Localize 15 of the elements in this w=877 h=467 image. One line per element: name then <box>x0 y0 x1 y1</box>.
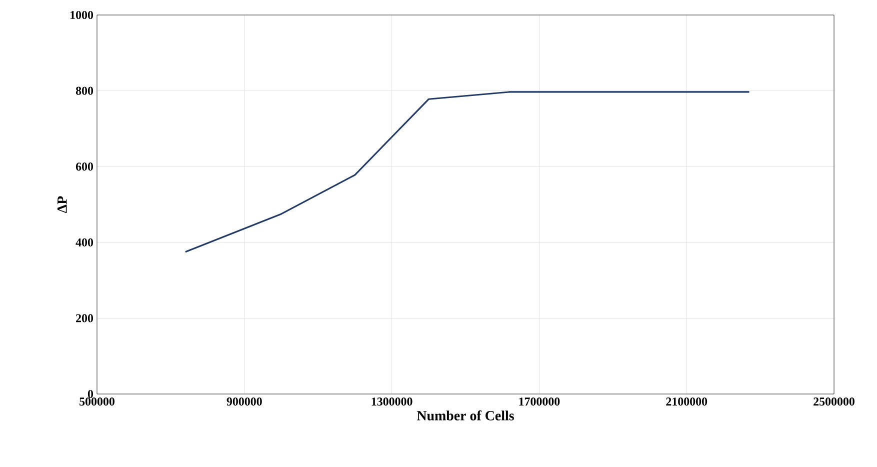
x-tick-label: 1300000 <box>372 398 412 406</box>
x-tick-label: 2100000 <box>666 398 708 406</box>
x-tick-label: 1700000 <box>519 398 560 406</box>
y-tick-label: 800 <box>76 86 94 95</box>
x-tick-label: 2500000 <box>814 398 854 406</box>
y-axis-title: ΔP <box>57 196 67 213</box>
line-series <box>184 91 750 253</box>
y-tick-label: 0 <box>88 390 94 398</box>
x-tick-label: 500000 <box>80 398 114 406</box>
y-tick-label: 1000 <box>70 10 94 20</box>
x-tick-label: 900000 <box>226 398 262 406</box>
y-tick-label: 200 <box>76 314 94 322</box>
y-tick-label: 600 <box>76 162 94 171</box>
y-tick-label: 400 <box>76 238 94 246</box>
x-axis-title: Number of Cells <box>416 410 514 420</box>
